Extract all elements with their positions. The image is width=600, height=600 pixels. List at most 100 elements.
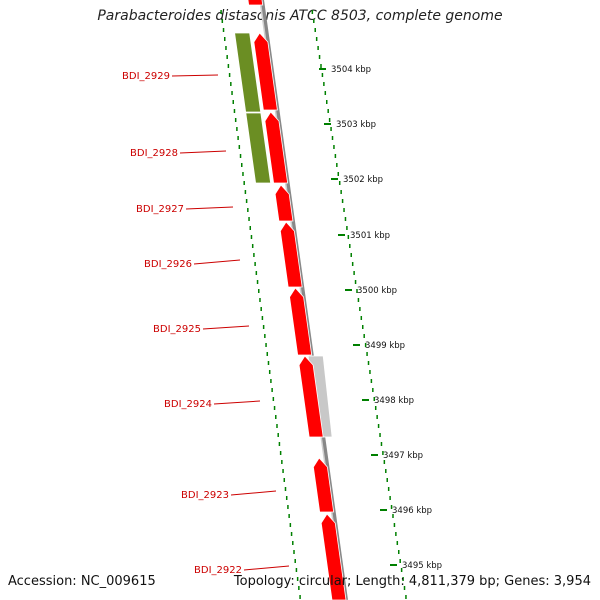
dotted-guide-dash	[339, 181, 341, 185]
dotted-guide-dash	[246, 199, 248, 203]
dotted-guide-dash	[325, 91, 327, 95]
dotted-guide-dash	[316, 37, 318, 41]
dotted-guide-dash	[250, 226, 252, 230]
dotted-guide-dash	[285, 487, 287, 491]
scale-tick-mark	[345, 289, 352, 291]
dotted-guide-dash	[230, 82, 232, 86]
scale-tick-label: 3502 kbp	[343, 175, 383, 185]
dotted-guide-dash	[299, 595, 301, 599]
scale-tick-mark	[331, 178, 338, 180]
dotted-guide-dash	[288, 514, 290, 518]
dotted-guide-dash	[342, 199, 344, 203]
gene-label: BDI_2925	[153, 324, 201, 335]
dotted-guide-dash	[271, 388, 273, 392]
dotted-guide-dash	[361, 316, 363, 320]
dotted-guide-dash	[292, 541, 294, 545]
dotted-guide-dash	[229, 73, 231, 77]
dotted-guide-dash	[333, 145, 335, 149]
scale-tick-mark	[353, 344, 360, 346]
dotted-guide-dash	[293, 550, 295, 554]
dotted-guide-dash	[273, 397, 275, 401]
dotted-guide-dash	[378, 424, 380, 428]
dotted-guide-dash	[330, 127, 332, 131]
dotted-guide-dash	[256, 271, 258, 275]
scale-tick-mark	[338, 234, 345, 236]
dotted-guide-dash	[262, 316, 264, 320]
dotted-guide-dash	[264, 334, 266, 338]
dotted-guide-dash	[296, 568, 298, 572]
dotted-guide-dash	[338, 172, 340, 176]
scale-tick-label: 3497 kbp	[383, 451, 423, 461]
gene-label: BDI_2926	[144, 259, 192, 270]
dotted-guide-dash	[326, 100, 328, 104]
dotted-guide-dash	[312, 10, 314, 14]
dotted-guide-dash	[251, 235, 253, 239]
dotted-guide-dash	[332, 136, 334, 140]
scale-tick-label: 3500 kbp	[357, 286, 397, 296]
scale-tick-mark	[371, 454, 378, 456]
genome-stats-text: Topology: circular; Length: 4,811,379 bp…	[234, 574, 591, 589]
dotted-guide-dash	[368, 361, 370, 365]
dotted-guide-dash	[329, 118, 331, 122]
dotted-guide-dash	[260, 307, 262, 311]
gene-label-leader	[180, 151, 226, 153]
dotted-guide-dash	[388, 487, 390, 491]
dotted-guide-dash	[386, 478, 388, 482]
dotted-guide-dash	[267, 352, 269, 356]
gene-label-leader	[244, 566, 289, 570]
dotted-guide-dash	[352, 262, 354, 266]
dotted-guide-dash	[239, 145, 241, 149]
dotted-guide-dash	[279, 442, 281, 446]
dotted-guide-dash	[372, 388, 374, 392]
dotted-guide-dash	[366, 352, 368, 356]
dotted-guide-dash	[226, 55, 228, 59]
dotted-guide-dash	[240, 154, 242, 158]
dotted-guide-dash	[243, 181, 245, 185]
dotted-guide-dash	[277, 433, 279, 437]
scale-tick-mark	[390, 564, 397, 566]
dotted-guide-dash	[313, 19, 315, 23]
dotted-guide-dash	[228, 64, 230, 68]
dotted-guide-dash	[280, 451, 282, 455]
gene-label: BDI_2928	[130, 148, 178, 159]
dotted-guide-dash	[335, 154, 337, 158]
dotted-guide-dash	[263, 325, 265, 329]
dotted-guide-dash	[320, 64, 322, 68]
dotted-guide-dash	[327, 109, 329, 113]
dotted-guide-dash	[257, 280, 259, 284]
dotted-guide-dash	[236, 127, 238, 131]
dotted-guide-dash	[358, 298, 360, 302]
scale-tick-label: 3504 kbp	[331, 65, 371, 75]
dotted-guide-dash	[252, 244, 254, 248]
dotted-guide-dash	[235, 118, 237, 122]
dotted-guide-dash	[220, 10, 222, 14]
dotted-guide-dash	[225, 46, 227, 50]
dotted-guide-dash	[287, 505, 289, 509]
scale-tick-label: 3496 kbp	[392, 506, 432, 516]
gene-label-leader	[203, 326, 249, 329]
dotted-guide-dash	[350, 253, 352, 257]
dotted-guide-dash	[389, 496, 391, 500]
dotted-guide-dash	[340, 190, 342, 194]
gene-label: BDI_2923	[181, 490, 229, 501]
dotted-guide-dash	[379, 433, 381, 437]
dotted-guide-dash	[222, 19, 224, 23]
scale-tick-label: 3495 kbp	[402, 561, 442, 571]
dotted-guide-dash	[276, 424, 278, 428]
dotted-guide-dash	[319, 55, 321, 59]
dotted-guide-dash	[395, 532, 397, 536]
dotted-guide-dash	[385, 469, 387, 473]
dotted-guide-dash	[317, 46, 319, 50]
dotted-guide-dash	[399, 559, 401, 563]
dotted-guide-dash	[314, 28, 316, 32]
dotted-guide-dash	[322, 73, 324, 77]
dotted-guide-dash	[258, 289, 260, 293]
dotted-guide-dash	[343, 208, 345, 212]
dotted-guide-dash	[346, 226, 348, 230]
dotted-guide-dash	[254, 262, 256, 266]
dotted-guide-dash	[231, 91, 233, 95]
dotted-guide-dash	[265, 343, 267, 347]
gene-label-leader	[172, 75, 218, 76]
gene-feature-red	[247, 0, 262, 5]
